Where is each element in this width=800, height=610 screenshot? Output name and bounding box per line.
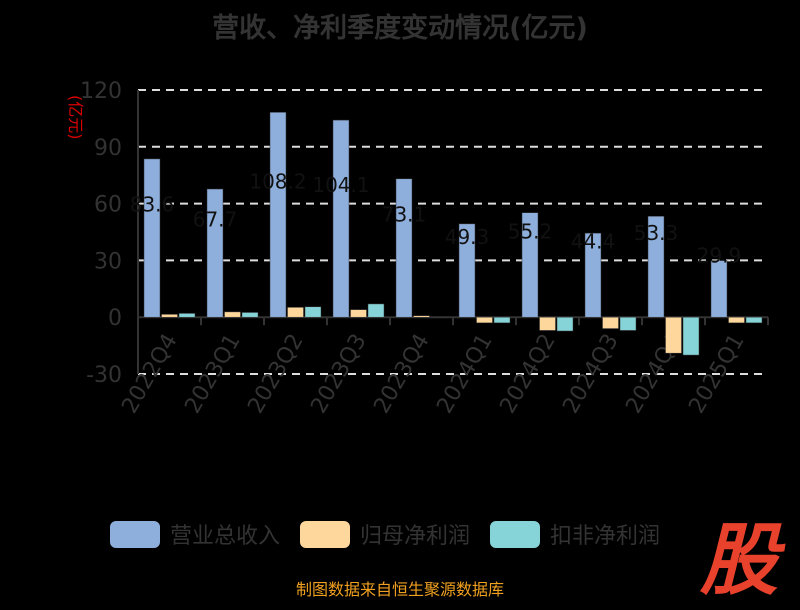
bar-0: [144, 159, 160, 317]
data-label: 44.4: [571, 230, 616, 254]
x-tick-label: 2023Q1: [180, 330, 245, 418]
y-tick-label: 90: [94, 136, 122, 161]
data-label: 83.6: [130, 193, 175, 217]
bar-1: [414, 316, 430, 318]
bar-0: [333, 120, 349, 317]
x-tick-label: 2023Q3: [306, 330, 371, 418]
legend-item[interactable]: 扣非净利润: [490, 518, 660, 550]
legend-label: 归母净利润: [360, 518, 470, 550]
legend: 营业总收入 归母净利润 扣非净利润: [110, 518, 660, 550]
data-label: 108.2: [249, 169, 306, 193]
y-tick-label: 60: [94, 193, 122, 218]
bar-1: [288, 307, 304, 317]
data-label: 49.3: [445, 225, 490, 249]
bar-1: [477, 317, 493, 323]
data-label: 55.2: [508, 219, 553, 243]
x-tick-label: 2024Q3: [558, 330, 623, 418]
x-tick-label: 2024Q1: [432, 330, 497, 418]
y-tick-label: 120: [80, 79, 122, 104]
bar-2: [746, 317, 762, 323]
bar-2: [179, 313, 195, 317]
bar-2: [620, 317, 636, 330]
y-tick-label: 30: [94, 249, 122, 274]
bar-1: [351, 310, 367, 318]
bar-2: [557, 317, 573, 331]
bar-1: [225, 312, 241, 317]
data-label: 53.3: [634, 221, 679, 245]
bar-2: [242, 312, 258, 317]
bar-2: [305, 307, 321, 317]
bar-1: [540, 317, 556, 330]
bar-1: [162, 314, 178, 317]
bar-2: [368, 304, 384, 317]
legend-label: 营业总收入: [170, 518, 280, 550]
y-tick-label: -30: [86, 363, 122, 388]
legend-item[interactable]: 营业总收入: [110, 518, 280, 550]
bar-1: [666, 317, 682, 353]
bar-2: [494, 317, 510, 323]
y-axis-label: (亿元): [66, 95, 85, 140]
data-label: 104.1: [312, 173, 369, 197]
bar-2: [683, 317, 699, 355]
legend-item[interactable]: 归母净利润: [300, 518, 470, 550]
legend-swatch: [300, 521, 350, 548]
bar-0: [396, 179, 412, 317]
bar-0: [270, 112, 286, 317]
bar-1: [603, 317, 619, 328]
y-tick-label: 0: [108, 306, 122, 331]
footer-source: 制图数据来自恒生聚源数据库: [0, 576, 800, 600]
data-label: 29.9: [697, 243, 742, 267]
legend-swatch: [110, 521, 160, 548]
bar-0: [711, 261, 727, 318]
legend-label: 扣非净利润: [550, 518, 660, 550]
data-label: 73.1: [382, 202, 427, 226]
bar-1: [729, 317, 745, 323]
legend-swatch: [490, 521, 540, 548]
data-label: 67.7: [193, 208, 238, 232]
